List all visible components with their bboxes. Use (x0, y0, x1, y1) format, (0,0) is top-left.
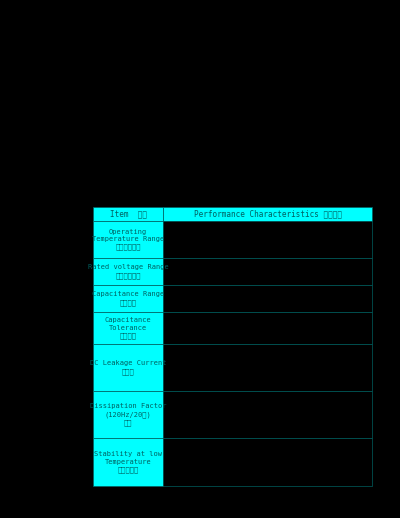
Bar (163, 285, 372, 312)
Bar (163, 438, 372, 486)
Text: DC Leakage Current
漏电流: DC Leakage Current 漏电流 (90, 361, 166, 375)
Bar (93, 221, 163, 258)
Text: Operating
Temperature Range
使用温度范围: Operating Temperature Range 使用温度范围 (92, 228, 164, 250)
Bar (163, 221, 372, 258)
Bar (163, 344, 372, 391)
Text: Performance Characteristics 使用特性: Performance Characteristics 使用特性 (194, 209, 342, 219)
Bar (93, 207, 163, 221)
Text: Rated voltage Range
额定电压范围: Rated voltage Range 额定电压范围 (88, 265, 168, 279)
Text: Item  项目: Item 项目 (110, 209, 146, 219)
Bar (163, 258, 372, 285)
Bar (93, 438, 163, 486)
Bar (163, 207, 372, 221)
Text: Capacitance
Tolerance
容量偏差: Capacitance Tolerance 容量偏差 (105, 317, 151, 339)
Text: Capacitance Range
容量范围: Capacitance Range 容量范围 (92, 292, 164, 306)
Text: Stability at low
Temperature
低温稳定性: Stability at low Temperature 低温稳定性 (94, 451, 162, 473)
Bar (93, 391, 163, 438)
Text: Dissipation Factor
(120Hz/20℃)
损耗: Dissipation Factor (120Hz/20℃) 损耗 (90, 404, 166, 426)
Bar (163, 391, 372, 438)
Bar (93, 344, 163, 391)
Bar (93, 285, 163, 312)
Bar (163, 312, 372, 344)
Bar (93, 258, 163, 285)
Bar (93, 312, 163, 344)
